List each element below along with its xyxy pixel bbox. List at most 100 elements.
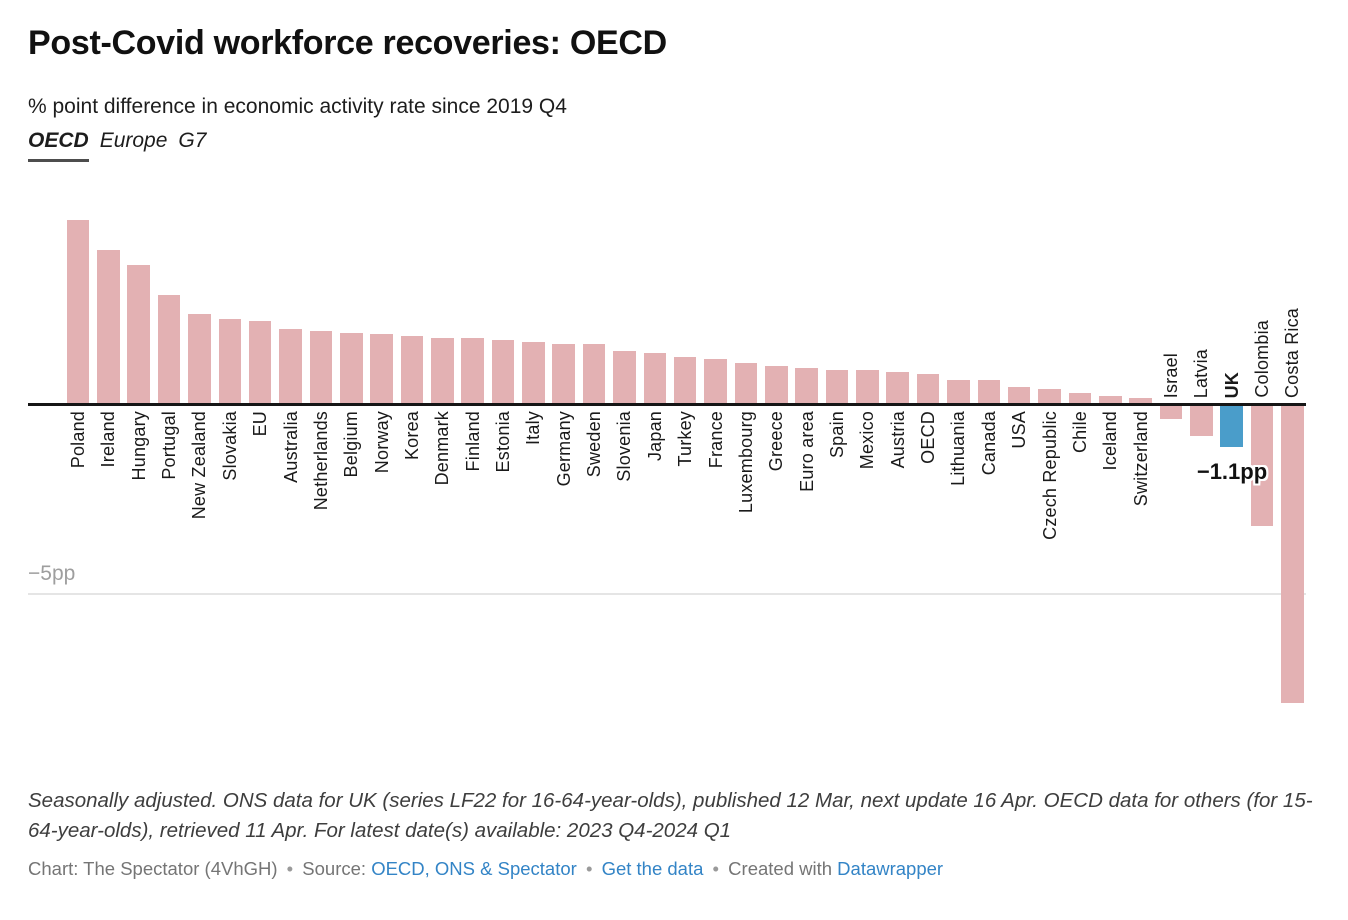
separator: • [286,858,294,879]
chart-subtitle: % point difference in economic activity … [28,95,567,118]
bar-finland[interactable] [461,338,484,404]
category-label-spain: Spain [827,411,847,459]
category-label-slovakia: Slovakia [219,411,240,481]
category-label-netherlands: Netherlands [310,411,331,511]
bar-oecd[interactable] [916,373,940,404]
separator: • [712,858,720,879]
bar-australia[interactable] [279,328,302,404]
bar-new-zealand[interactable] [188,313,211,404]
bar-greece[interactable] [764,366,788,404]
separator: • [585,858,593,879]
bar-spain[interactable] [825,370,849,404]
bar-switzerland[interactable] [1129,398,1152,404]
category-label-usa: USA [1009,411,1030,449]
category-label-italy: Italy [523,411,544,446]
source-link[interactable]: OECD, ONS & Spectator [371,858,577,879]
category-label-finland: Finland [462,411,483,472]
category-label-euro-area: Euro area [796,411,817,492]
bar-czech-republic[interactable] [1038,388,1061,404]
bar-colombia[interactable] [1250,406,1274,527]
bar-slovakia[interactable] [218,319,242,404]
category-label-israel: Israel [1160,352,1181,398]
category-label-belgium: Belgium [341,411,362,478]
category-label-canada: Canada [978,411,999,476]
bar-costa-rica[interactable] [1281,406,1304,704]
category-label-turkey: Turkey [675,411,696,467]
bar-france[interactable] [704,358,727,404]
bar-euro-area[interactable] [795,368,818,404]
category-label-germany: Germany [553,411,574,487]
page-title: Post-Covid workforce recoveries: OECD [28,24,667,62]
category-label-australia: Australia [280,411,301,483]
source-label: Source: [302,858,367,879]
category-label-ireland: Ireland [98,411,119,468]
category-label-switzerland: Switzerland [1130,411,1151,507]
bar-eu[interactable] [248,321,272,404]
bar-ireland[interactable] [97,249,120,404]
bar-sweden[interactable] [582,343,606,404]
category-label-hungary: Hungary [128,411,149,481]
byline: Chart: The Spectator (4VhGH) • Source: O… [28,858,1328,880]
tab-europe[interactable]: Europe [99,129,168,152]
bar-japan[interactable] [643,353,667,404]
bar-lithuania[interactable] [947,379,970,404]
gridline-label: −5pp [28,562,76,585]
category-label-greece: Greece [766,411,787,472]
category-label-chile: Chile [1069,411,1090,454]
bar-austria[interactable] [886,372,909,404]
bar-estonia[interactable] [491,340,515,404]
bar-latvia[interactable] [1190,406,1213,437]
bar-belgium[interactable] [339,332,363,404]
category-label-czech-republic: Czech Republic [1039,411,1060,540]
bar-mexico[interactable] [856,370,879,404]
dataset-tabs: OECD Europe G7 [28,129,206,162]
category-label-poland: Poland [68,411,88,469]
bar-canada[interactable] [977,379,1001,404]
category-label-iceland: Iceland [1100,411,1121,471]
category-label-colombia: Colombia [1252,320,1273,398]
category-label-korea: Korea [401,411,422,461]
category-label-latvia: Latvia [1191,348,1212,398]
category-label-estonia: Estonia [493,411,514,473]
bar-hungary[interactable] [127,264,150,404]
category-label-france: France [705,411,726,469]
bar-chile[interactable] [1068,392,1092,404]
bar-denmark[interactable] [431,338,454,404]
bar-usa[interactable] [1007,387,1031,404]
category-label-japan: Japan [644,411,665,462]
bar-uk[interactable] [1220,406,1243,448]
bar-slovenia[interactable] [613,351,636,404]
bar-norway[interactable] [370,334,393,404]
get-the-data-link[interactable]: Get the data [601,858,704,879]
bar-israel[interactable] [1159,406,1183,420]
category-label-lithuania: Lithuania [948,411,969,486]
uk-value-annotation: −1.1pp [1196,459,1268,484]
chart-credit: Chart: The Spectator (4VhGH) [28,858,278,879]
bar-italy[interactable] [522,341,545,404]
category-label-luxembourg: Luxembourg [735,411,756,514]
gridline-minus-5pp [28,593,1306,595]
bar-netherlands[interactable] [309,330,333,404]
created-with-label: Created with [728,858,833,879]
category-label-uk: UK [1221,371,1242,398]
tab-oecd[interactable]: OECD [28,129,89,162]
category-label-costa-rica: Costa Rica [1282,307,1303,398]
category-label-norway: Norway [371,411,392,474]
datawrapper-link[interactable]: Datawrapper [837,858,944,879]
category-label-sweden: Sweden [584,411,605,478]
category-label-eu: EU [250,411,271,437]
category-label-portugal: Portugal [159,411,180,480]
bar-poland[interactable] [66,219,90,404]
category-label-austria: Austria [887,411,908,469]
bar-iceland[interactable] [1098,396,1122,404]
category-label-oecd: OECD [918,411,939,464]
bar-luxembourg[interactable] [734,362,758,404]
footnote: Seasonally adjusted. ONS data for UK (se… [28,789,1313,843]
bar-germany[interactable] [552,343,576,404]
bar-portugal[interactable] [157,294,181,404]
tab-g7[interactable]: G7 [178,129,207,152]
bar-turkey[interactable] [673,357,697,404]
bar-korea[interactable] [400,336,424,404]
